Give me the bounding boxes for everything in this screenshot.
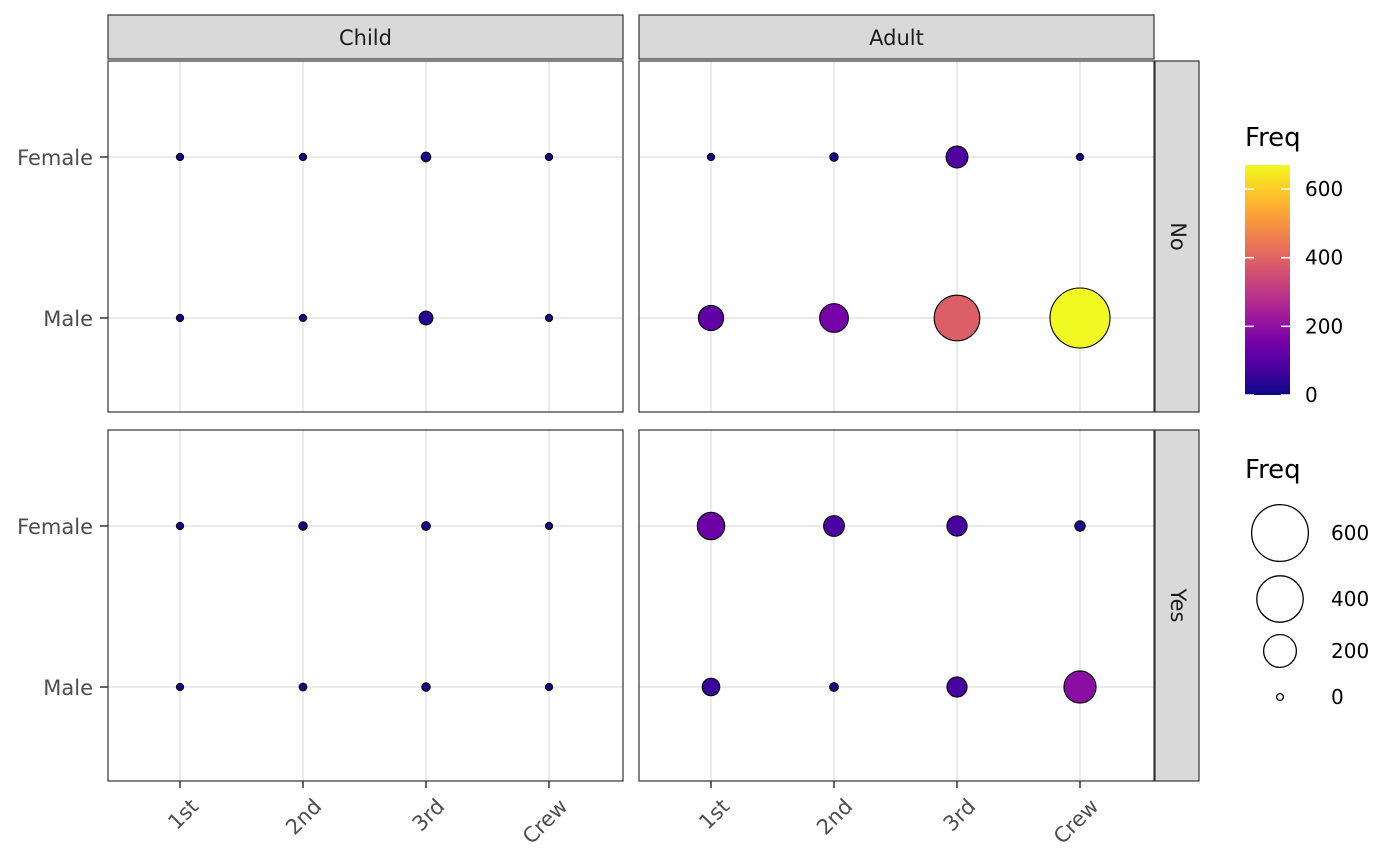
point-female-2nd (298, 152, 308, 162)
y-tick-label-female: Female (17, 146, 93, 170)
strip-label-yes: Yes (1166, 588, 1190, 623)
size-legend-label: 600 (1331, 521, 1369, 545)
y-tick-label-female: Female (17, 515, 93, 539)
strip-label-child: Child (339, 26, 392, 50)
panel-adult-yes (638, 429, 1155, 782)
strip-no-background (1154, 60, 1200, 413)
size-legend-key (1275, 692, 1285, 702)
facet-strips: Child Adult No Yes (107, 14, 1200, 782)
point-female-1st (706, 152, 716, 162)
point-female-2nd (829, 152, 839, 162)
strip-yes-background (1154, 429, 1200, 782)
point-male-1st (175, 682, 185, 692)
panel-border (107, 60, 624, 413)
colorbar-label: 400 (1305, 246, 1343, 270)
colorbar (1245, 165, 1290, 395)
y-tick-label-male: Male (43, 307, 93, 331)
x-tick-label-2nd: 2nd (281, 794, 326, 839)
facet-panels (107, 60, 1155, 782)
colorbar-label: 600 (1305, 177, 1343, 201)
panel-border (638, 429, 1155, 782)
point-male-2nd (298, 682, 308, 692)
strip-label-no: No (1166, 222, 1190, 251)
panel-border (638, 60, 1155, 413)
point-female-1st (696, 511, 726, 541)
size-legend: Freq 600 400 200 0 (1245, 455, 1369, 709)
panel-child-yes (107, 429, 624, 782)
point-female-crew (1074, 520, 1086, 532)
point-male-crew (1049, 287, 1111, 349)
point-female-2nd (823, 515, 845, 537)
colorbar-label: 200 (1305, 314, 1343, 338)
point-male-2nd (829, 682, 839, 692)
point-male-2nd (819, 303, 849, 333)
panel-background (108, 430, 623, 781)
colorbar-label: 0 (1305, 383, 1318, 407)
point-female-2nd (298, 521, 308, 531)
panel-background (639, 61, 1154, 412)
point-female-crew (544, 521, 554, 531)
panel-border (107, 429, 624, 782)
strip-label-adult: Adult (869, 26, 924, 50)
size-legend-label: 200 (1331, 639, 1369, 663)
size-legend-key (1262, 633, 1298, 669)
panel-child-no (107, 60, 624, 413)
point-female-crew (1075, 152, 1085, 162)
point-male-1st (175, 313, 185, 323)
point-male-crew (1063, 670, 1097, 704)
x-tick-label-3rd: 3rd (408, 794, 450, 836)
size-legend-label: 0 (1331, 685, 1344, 709)
point-female-3rd (945, 145, 969, 169)
point-male-1st (697, 304, 725, 332)
point-female-1st (175, 521, 185, 531)
x-tick-label-1st: 1st (694, 794, 734, 834)
x-tick-label-crew: Crew (518, 794, 572, 848)
point-female-3rd (946, 515, 968, 537)
color-legend-title: Freq (1245, 123, 1301, 153)
color-legend: Freq 0 200 400 600 (1245, 123, 1343, 407)
x-tick-label-3rd: 3rd (939, 794, 981, 836)
point-female-crew (544, 152, 554, 162)
x-tick-label-2nd: 2nd (812, 794, 857, 839)
x-tick-label-1st: 1st (163, 794, 203, 834)
point-male-3rd (418, 310, 434, 326)
point-female-3rd (421, 521, 431, 531)
point-male-3rd (946, 676, 968, 698)
panel-adult-no (638, 60, 1155, 413)
strip-adult-background (638, 14, 1155, 60)
point-male-crew (544, 313, 554, 323)
point-male-3rd (933, 294, 981, 342)
point-male-crew (544, 682, 554, 692)
point-female-3rd (420, 151, 432, 163)
size-legend-key (1256, 575, 1304, 623)
x-tick-label-crew: Crew (1049, 794, 1103, 848)
size-legend-title: Freq (1245, 455, 1301, 485)
panel-background (108, 61, 623, 412)
size-legend-label: 400 (1331, 587, 1369, 611)
point-male-2nd (298, 313, 308, 323)
size-legend-key (1250, 503, 1310, 563)
strip-child-background (107, 14, 624, 60)
point-male-1st (701, 677, 721, 697)
point-female-1st (175, 152, 185, 162)
panel-background (639, 430, 1154, 781)
point-male-3rd (421, 682, 431, 692)
y-tick-label-male: Male (43, 676, 93, 700)
